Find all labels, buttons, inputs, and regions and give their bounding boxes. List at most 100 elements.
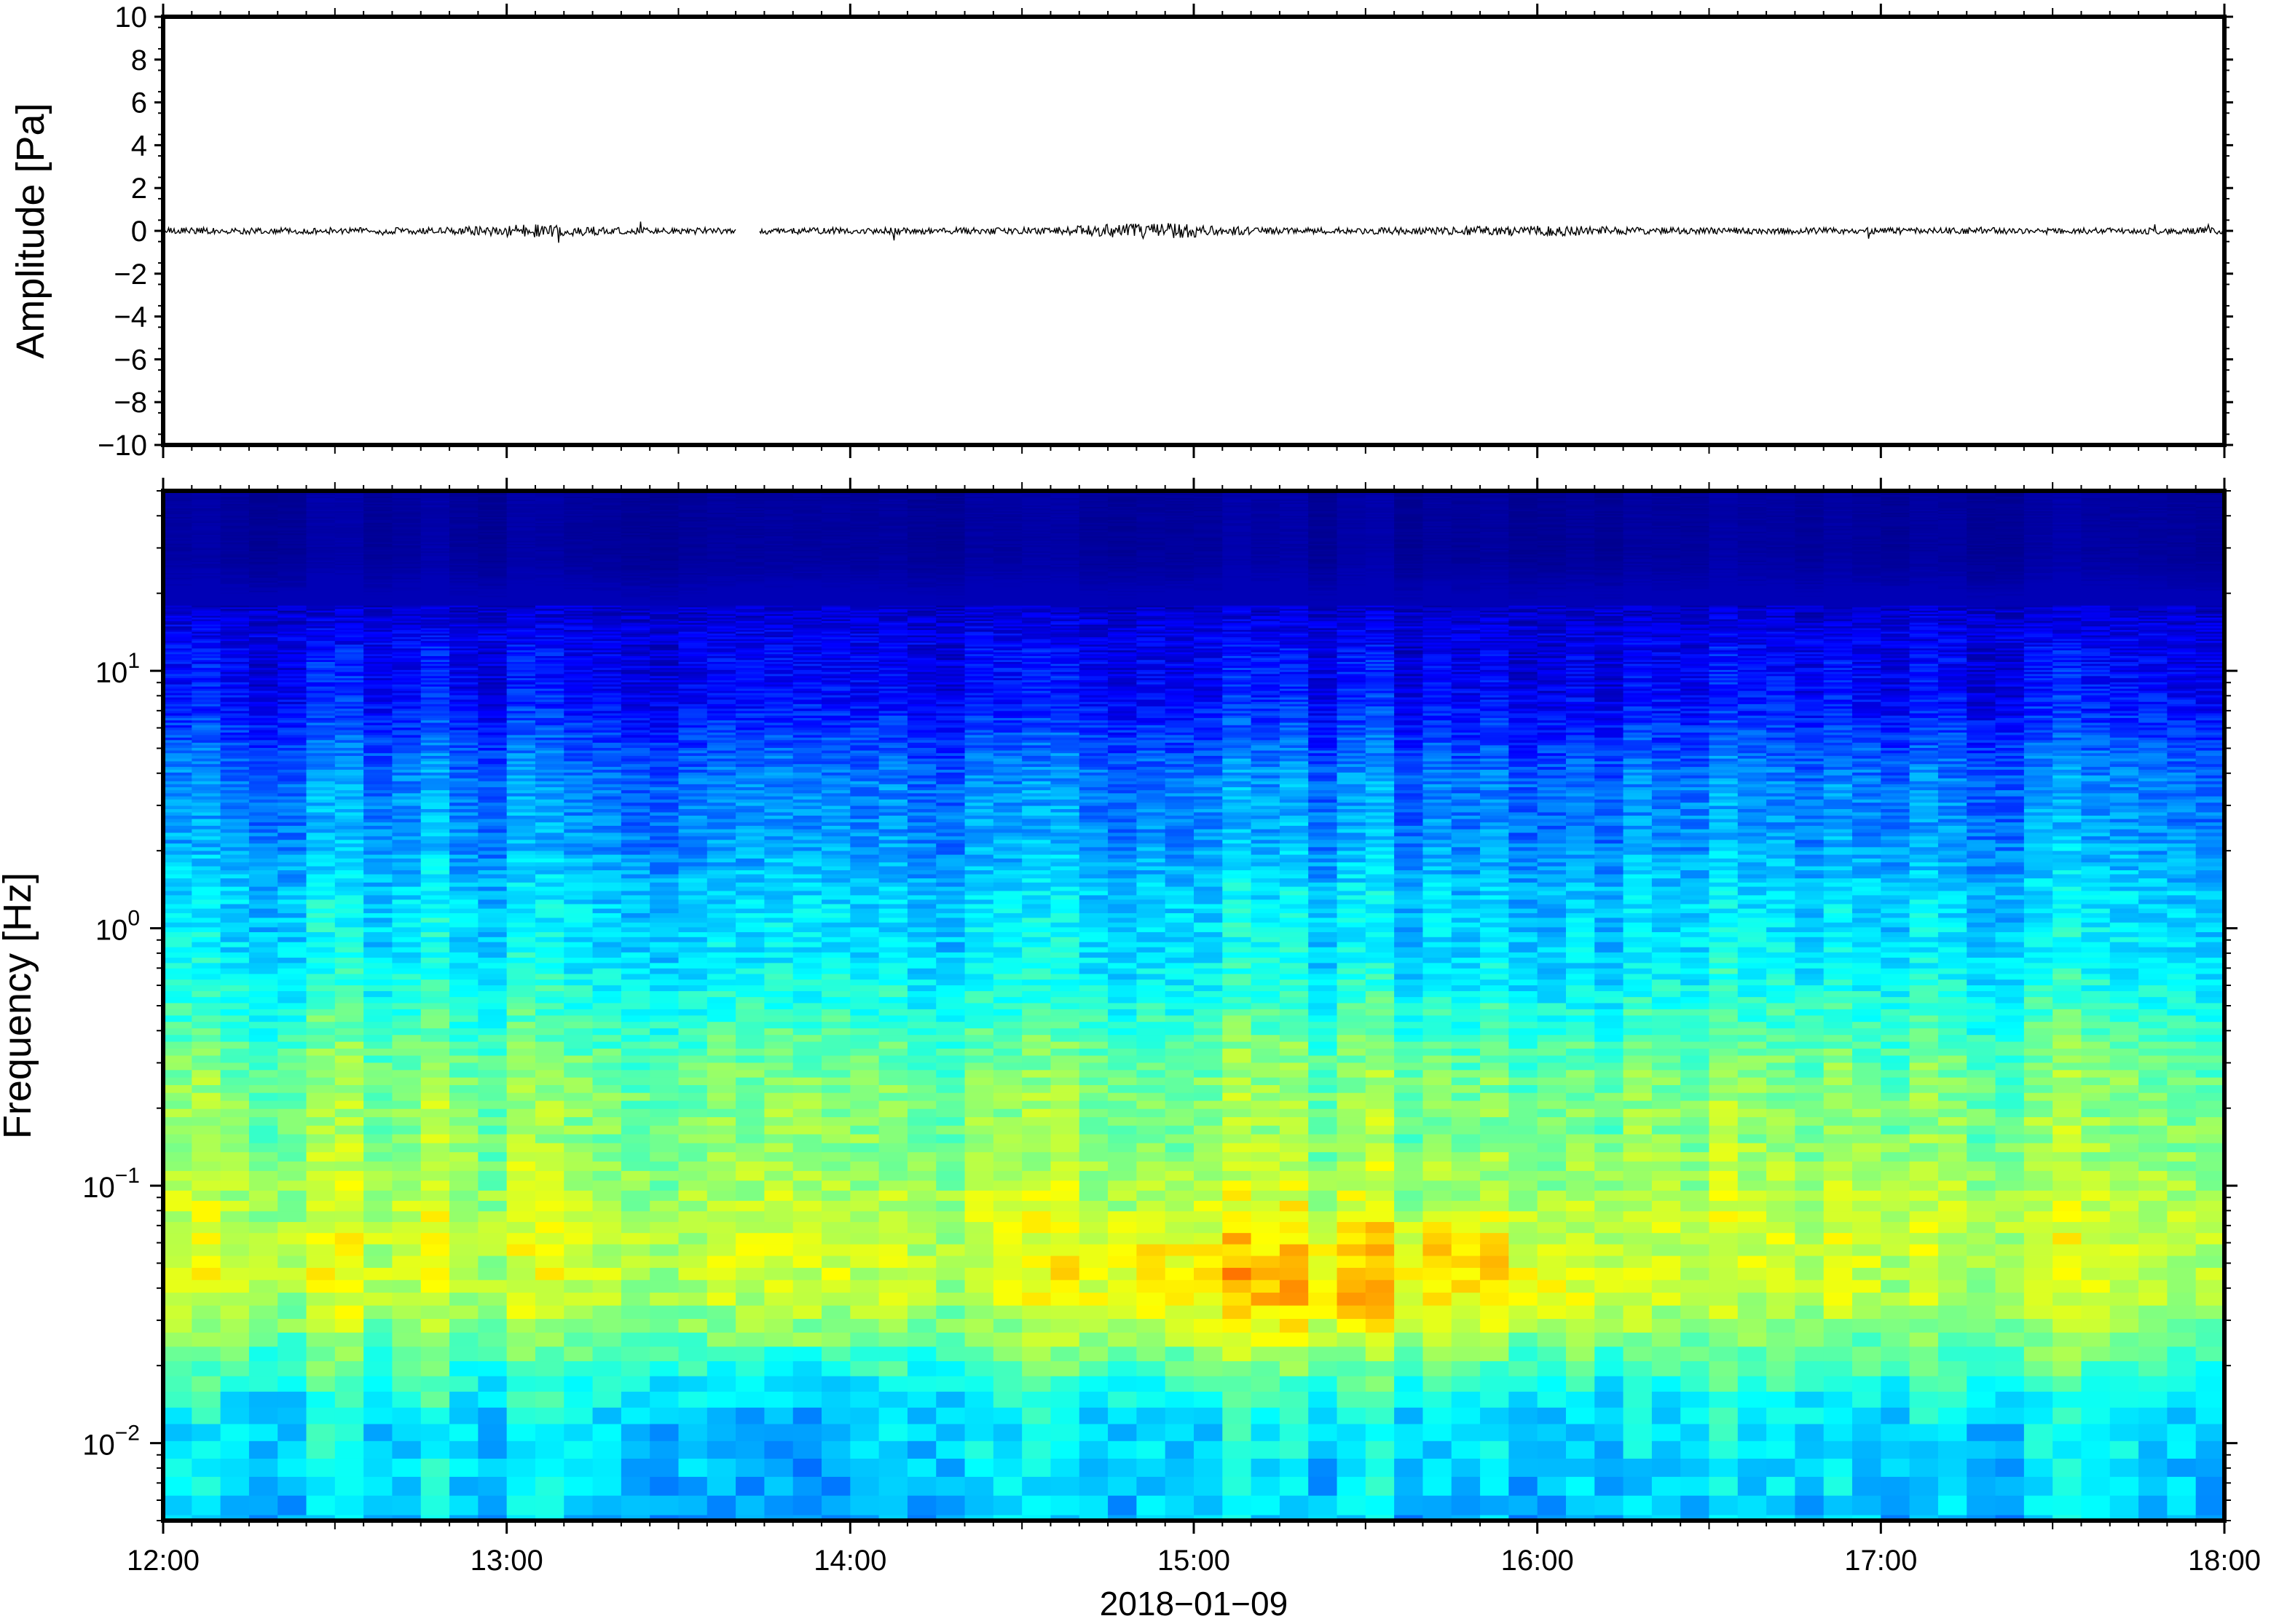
spectrogram-cell	[621, 706, 650, 709]
spectrogram-cell	[564, 899, 594, 905]
spectrogram-cell	[535, 579, 564, 582]
spectrogram-cell	[420, 600, 450, 603]
spectrogram-cell	[592, 701, 622, 705]
spectrogram-cell	[278, 580, 307, 583]
spectrogram-cell	[163, 1085, 192, 1094]
spectrogram-cell	[392, 1085, 422, 1094]
spectrogram-cell	[220, 628, 250, 631]
spectrogram-cell	[478, 669, 508, 673]
spectrogram-cell	[478, 567, 508, 569]
spectrogram-cell	[334, 642, 364, 645]
spectrogram-cell	[248, 492, 278, 494]
spectrogram-cell	[449, 626, 479, 629]
spectrogram-cell	[449, 1190, 479, 1202]
spectrogram-cell	[163, 680, 192, 683]
spectrogram-cell	[420, 1305, 450, 1320]
spectrogram-cell	[306, 753, 336, 757]
spectrogram-cell	[278, 533, 307, 536]
spectrogram-cell	[564, 623, 594, 626]
spectrogram-cell	[621, 684, 650, 687]
spectrogram-cell	[334, 545, 364, 548]
spectrogram-cell	[506, 595, 536, 598]
spectrogram-cell	[535, 607, 564, 610]
spectrogram-cell	[621, 497, 650, 499]
spectrogram-cell	[420, 532, 450, 534]
spectrogram-cell	[564, 587, 594, 590]
spectrogram-cell	[363, 620, 393, 623]
spectrogram-cell	[678, 580, 708, 583]
spectrogram-cell	[449, 551, 479, 553]
spectrogram-cell	[392, 502, 422, 505]
spectrogram-cell	[506, 1015, 536, 1022]
spectrogram-cell	[535, 682, 564, 685]
spectrogram-cell	[220, 592, 250, 595]
spectrogram-cell	[392, 829, 422, 834]
spectrogram-cell	[278, 912, 307, 918]
spectrogram-cell	[478, 523, 508, 525]
spectrogram-cell	[621, 553, 650, 555]
spectrogram-cell	[163, 604, 192, 607]
spectrogram-cell	[278, 747, 307, 752]
spectrogram-cell	[535, 816, 564, 820]
spectrogram-cell	[306, 764, 336, 768]
spectrogram-cell	[248, 803, 278, 807]
spectrogram-cell	[478, 514, 508, 516]
spectrogram-cell	[420, 510, 450, 512]
spectrogram-cell	[420, 805, 450, 810]
spectrogram-cell	[449, 686, 479, 690]
spectrogram-cell	[220, 607, 250, 610]
spectrogram-cell	[564, 730, 594, 733]
spectrogram-cell	[449, 730, 479, 733]
spectrogram-cell	[535, 553, 564, 555]
spectrogram-cell	[248, 1170, 278, 1181]
spectrogram-cell	[220, 567, 250, 569]
spectrogram-cell	[478, 620, 508, 623]
spectrogram-cell	[363, 695, 393, 698]
spectrogram-cell	[478, 648, 508, 651]
spectrogram-cell	[478, 937, 508, 943]
spectrogram-cell	[306, 494, 336, 496]
spectrogram-cell	[363, 591, 393, 593]
spectrogram-cell	[220, 535, 250, 537]
spectrogram-cell	[621, 511, 650, 513]
spectrogram-cell	[449, 559, 479, 561]
spectrogram-cell	[650, 722, 680, 726]
spectrogram-cell	[650, 1233, 680, 1245]
spectrogram-cell	[278, 597, 307, 599]
spectrogram-cell	[650, 753, 680, 757]
spectrogram-cell	[506, 1280, 536, 1293]
spectrogram-cell	[506, 607, 536, 610]
spectrogram-cell	[420, 862, 450, 867]
spectrogram-cell	[220, 985, 250, 992]
spectrogram-cell	[449, 592, 479, 595]
spectrogram-cell	[478, 722, 508, 726]
spectrogram-cell	[306, 1211, 336, 1223]
spectrogram-cell	[592, 793, 622, 797]
spectrogram-cell	[420, 668, 450, 671]
spectrogram-cell	[449, 561, 479, 564]
spectrogram-cell	[449, 1085, 479, 1094]
spectrogram-cell	[163, 520, 192, 522]
spectrogram-cell	[392, 1256, 422, 1269]
spectrogram-cell	[506, 1022, 536, 1029]
spectrogram-cell	[392, 648, 422, 651]
spectrogram-cell	[535, 832, 564, 837]
spectrogram-cell	[478, 720, 508, 724]
spectrogram-cell	[535, 634, 564, 636]
spectrogram-cell	[420, 595, 450, 598]
spectrogram-cell	[306, 556, 336, 559]
spectrogram-cell	[592, 661, 622, 665]
spectrogram-cell	[564, 557, 594, 560]
spectrogram-cell	[363, 750, 393, 754]
spectrogram-cell	[163, 543, 192, 546]
spectrogram-cell	[535, 501, 564, 503]
spectrogram-cell	[650, 803, 680, 807]
spectrogram-cell	[220, 1028, 250, 1036]
spectrogram-cell	[478, 1015, 508, 1022]
spectrogram-cell	[564, 535, 594, 537]
spectrogram-cell	[363, 1022, 393, 1029]
spectrogram-cell	[163, 612, 192, 615]
spectrogram-cell	[564, 904, 594, 910]
spectrogram-cell	[592, 686, 622, 690]
spectrogram-cell	[306, 508, 336, 511]
